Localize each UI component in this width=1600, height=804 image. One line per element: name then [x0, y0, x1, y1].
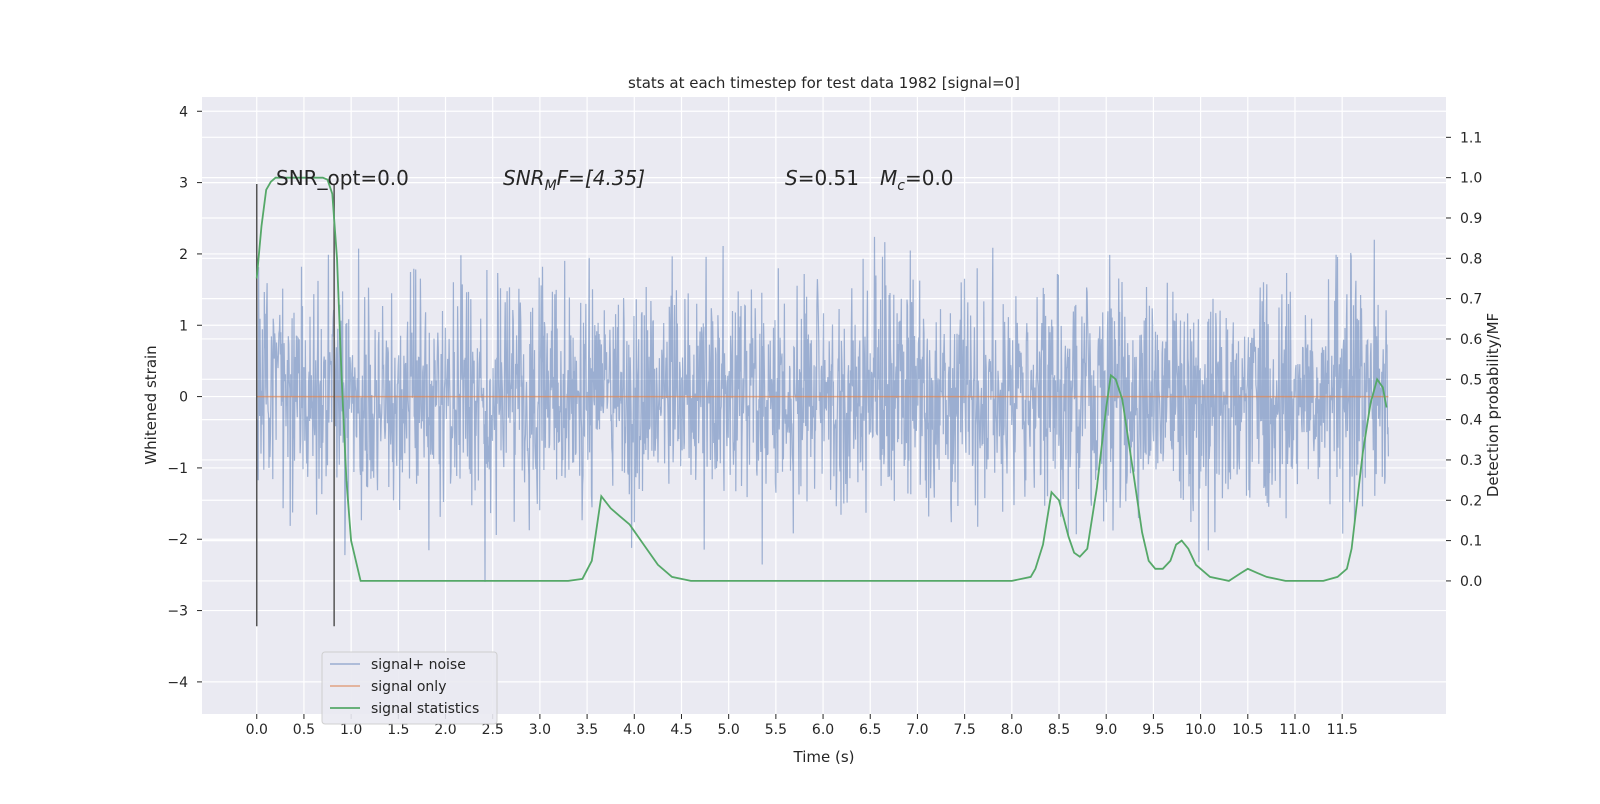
y-tick-label: 0: [179, 390, 188, 406]
y2-tick-label: 0.6: [1460, 332, 1482, 348]
annotation-mc: Mc=0.0: [880, 166, 954, 194]
y2-tick-label: 0.8: [1460, 251, 1482, 267]
y-tick-label: 4: [179, 104, 188, 120]
legend-label-signal-only: signal only: [371, 679, 446, 695]
annotation-s-val: =0.51: [798, 166, 859, 190]
y2-tick-label: 1.1: [1460, 130, 1482, 146]
annotation-s: S=0.51: [785, 166, 859, 190]
x-tick-label: 6.0: [812, 722, 834, 738]
annotation-mc-sub: c: [897, 178, 905, 194]
annotation-snr-mf-rest: F=[4.35]: [557, 166, 645, 190]
x-tick-label: 1.5: [387, 722, 409, 738]
y2-tick-label: 0.9: [1460, 211, 1482, 227]
y-tick-label: −3: [167, 604, 188, 620]
y2-axis-label: Detection probability/MF: [1484, 313, 1502, 497]
x-tick-label: 6.5: [859, 722, 881, 738]
y2-tick-label: 0.1: [1460, 534, 1482, 550]
x-tick-label: 0.0: [246, 722, 268, 738]
y2-tick-label: 0.7: [1460, 292, 1482, 308]
x-tick-label: 8.0: [1001, 722, 1023, 738]
x-tick-label: 4.5: [670, 722, 692, 738]
x-tick-label: 11.0: [1279, 722, 1310, 738]
y-tick-label: 2: [179, 247, 188, 263]
y2-tick-label: 0.5: [1460, 372, 1482, 388]
x-tick-label: 4.0: [623, 722, 645, 738]
y2-tick-label: 0.3: [1460, 453, 1482, 469]
annotation-s-var: S: [785, 166, 798, 190]
legend: signal+ noise signal only signal statist…: [321, 651, 498, 725]
x-tick-label: 8.5: [1048, 722, 1070, 738]
y-axis-label: Whitened strain: [142, 345, 160, 464]
y2-tick-label: 0.2: [1460, 493, 1482, 509]
x-tick-label: 0.5: [293, 722, 315, 738]
x-tick-label: 2.5: [482, 722, 504, 738]
y-tick-label: −2: [167, 532, 188, 548]
chart-title: stats at each timestep for test data 198…: [628, 74, 1020, 92]
x-tick-label: 3.5: [576, 722, 598, 738]
annotation-snr-mf-main: SNR: [503, 166, 545, 190]
y2-tick-label: 0.0: [1460, 574, 1482, 590]
x-tick-label: 7.0: [906, 722, 928, 738]
x-tick-label: 3.0: [529, 722, 551, 738]
series-signal-plus-noise: [256, 236, 1389, 582]
y-tick-label: 1: [179, 318, 188, 334]
axis-ticks: 0.0 0.5 1.0 1.5 2.0 2.5 3.0 3.5 4.0 4.5 5.0 5.5 6.0 6…: [167, 104, 1482, 738]
annotation-mc-val: =0.0: [905, 166, 954, 190]
y2-tick-label: 1.0: [1460, 171, 1482, 187]
annotation-snr-mf: SNRMF=[4.35]: [503, 166, 645, 194]
annotation-mc-var: M: [880, 166, 897, 190]
x-tick-label: 5.5: [765, 722, 787, 738]
y-tick-label: −1: [167, 461, 188, 477]
x-tick-label: 10.0: [1185, 722, 1216, 738]
annotation-snr-opt: SNR_opt=0.0: [276, 166, 409, 190]
x-axis-label: Time (s): [793, 748, 855, 766]
signal-statistics-line: [255, 176, 1388, 582]
vertical-markers: [255, 184, 335, 627]
x-tick-label: 9.0: [1095, 722, 1117, 738]
annotation-snr-mf-sub: M: [545, 178, 557, 194]
x-tick-label: 7.5: [954, 722, 976, 738]
x-tick-label: 5.0: [718, 722, 740, 738]
y2-tick-label: 0.4: [1460, 413, 1482, 429]
legend-label-signal-statistics: signal statistics: [371, 701, 479, 717]
legend-box: [321, 651, 498, 725]
x-tick-label: 2.0: [434, 722, 456, 738]
x-tick-label: 1.0: [340, 722, 362, 738]
legend-label-signal-plus-noise: signal+ noise: [371, 657, 466, 673]
y-tick-label: −4: [167, 675, 188, 691]
signal-plus-noise-line: [256, 236, 1389, 582]
series-signal-statistics: [255, 176, 1388, 582]
x-tick-label: 9.5: [1142, 722, 1164, 738]
x-tick-label: 10.5: [1232, 722, 1263, 738]
x-tick-label: 11.5: [1327, 722, 1358, 738]
y-tick-label: 3: [179, 176, 188, 192]
